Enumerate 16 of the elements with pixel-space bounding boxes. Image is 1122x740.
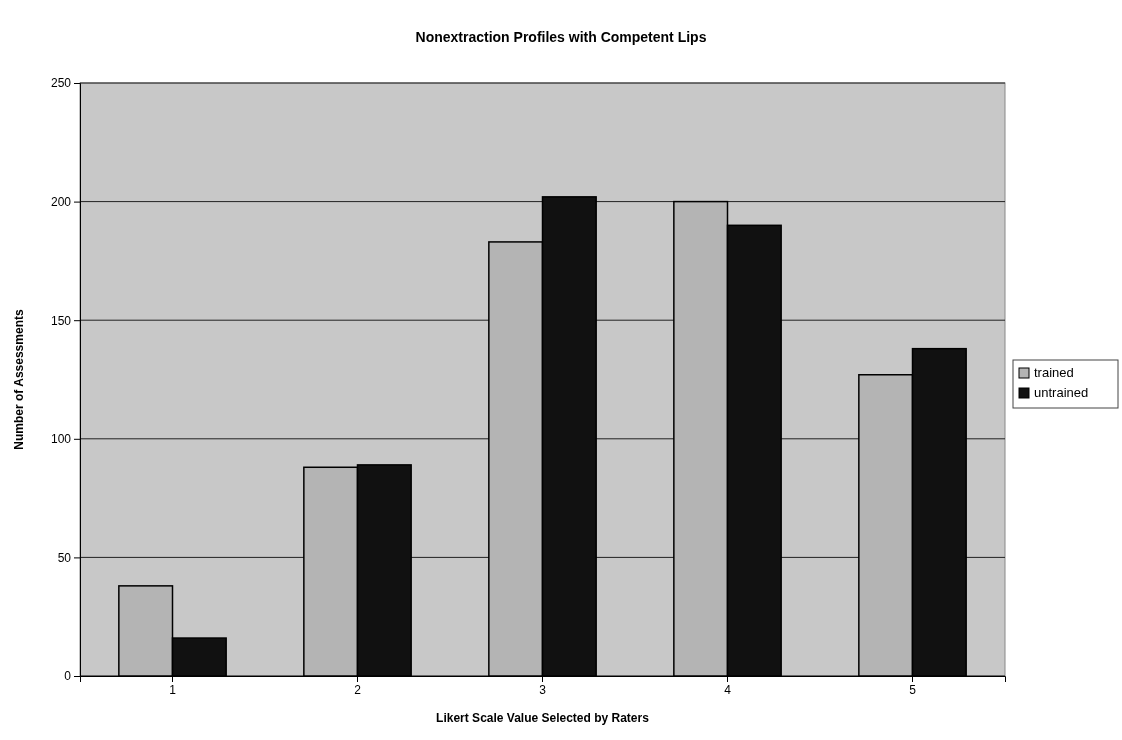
x-tick-label: 4 — [724, 682, 732, 697]
y-tick-label: 100 — [50, 432, 72, 447]
chart-title: Nonextraction Profiles with Competent Lips — [415, 29, 707, 45]
legend-label: untrained — [1034, 385, 1089, 400]
y-axis-title: Number of Assessments — [12, 309, 26, 450]
x-tick-label: 1 — [169, 682, 177, 697]
x-tick-label: 5 — [909, 682, 917, 697]
x-tick-label: 2 — [354, 682, 362, 697]
y-tick-label: 150 — [50, 313, 72, 328]
x-tick-label: 3 — [539, 682, 547, 697]
y-tick-label: 250 — [50, 76, 72, 91]
y-tick-label: 0 — [64, 669, 72, 684]
x-axis-title: Likert Scale Value Selected by Raters — [436, 711, 650, 725]
legend-label: trained — [1034, 365, 1074, 380]
y-tick-label: 200 — [50, 194, 72, 209]
y-tick-label: 50 — [57, 550, 72, 565]
